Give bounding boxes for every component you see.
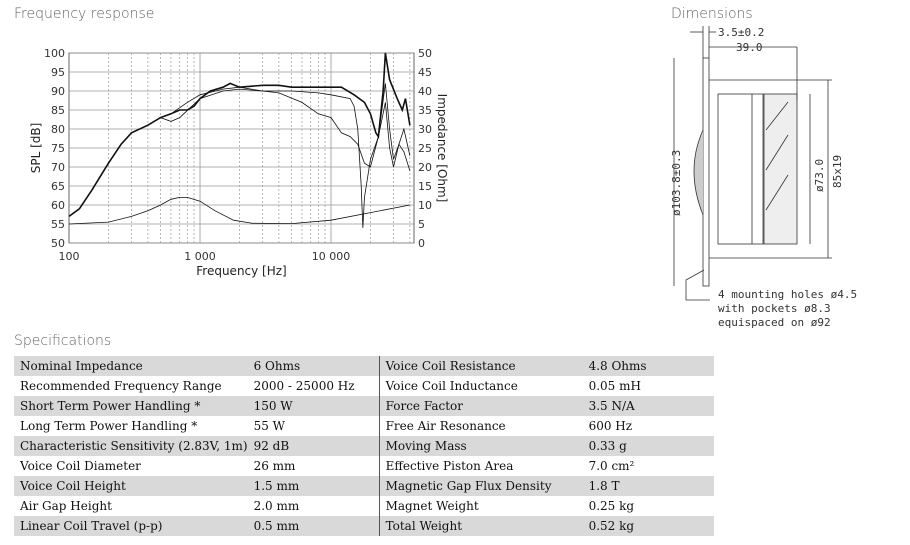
spec-label: Force Factor	[379, 396, 583, 416]
spec-label: Magnetic Gap Flux Density	[379, 476, 583, 496]
series-line-3	[68, 196, 410, 225]
y-tick-label: 85	[51, 104, 65, 117]
spec-row: Air Gap Height 2.0 mm Magnet Weight 0.25 kg	[14, 496, 714, 516]
y2-tick-label: 45	[418, 66, 432, 79]
x-axis-label: Frequency [Hz]	[196, 264, 287, 278]
mounting-note-1: 4 mounting holes ø4.5	[718, 288, 857, 301]
spec-value: 1.5 mm	[247, 476, 380, 496]
spec-label: Linear Coil Travel (p-p)	[14, 516, 248, 536]
spec-row: Recommended Frequency Range 2000 - 25000 …	[14, 376, 714, 396]
mounting-note-3: equispaced on ø92	[718, 316, 831, 329]
x-tick-label: 1 000	[184, 250, 216, 263]
spec-label: Short Term Power Handling *	[14, 396, 248, 416]
spec-value: 0.05 mH	[588, 379, 641, 393]
spec-row: Short Term Power Handling * 150 W Force Fa…	[14, 396, 714, 416]
spec-value: 92 dB	[247, 436, 380, 456]
y-tick-label: 55	[51, 218, 65, 231]
x-tick-label: 10 000	[312, 250, 351, 263]
y2-axis-label: Impedance [Ohm]	[435, 94, 449, 203]
specifications-table: Nominal Impedance 6 Ohms Voice Coil Resist…	[14, 356, 714, 536]
spec-value: 3.5 N/A	[582, 396, 714, 416]
y-tick-label: 70	[51, 161, 65, 174]
spec-row: Voice Coil Diameter 26 mm Effective Piston…	[14, 456, 714, 476]
spec-label: Free Air Resonance	[385, 419, 506, 433]
spec-value: 2000 - 25000 Hz	[247, 376, 380, 396]
flange-thickness-label: 3.5±0.2	[718, 26, 764, 39]
y-tick-label: 90	[51, 85, 65, 98]
spec-value: 0.5 mm	[247, 516, 380, 536]
spec-value: 6 Ohms	[247, 356, 380, 376]
y2-tick-label: 0	[418, 237, 425, 250]
spec-label: Long Term Power Handling *	[20, 419, 198, 433]
spec-value: 1.8 T	[582, 476, 714, 496]
series-line-2	[160, 88, 411, 171]
cutout-label: 85x19	[831, 155, 844, 188]
spec-label: Total Weight	[379, 516, 583, 536]
outer-diameter-label: ø103.8±0.3	[670, 150, 683, 216]
spec-label: Effective Piston Area	[385, 459, 514, 473]
specifications-heading: Specifications	[14, 333, 112, 349]
spec-value: 26 mm	[247, 456, 380, 476]
spec-label: Voice Coil Resistance	[379, 356, 583, 376]
spec-value: 0.33 g	[582, 436, 714, 456]
spec-row: Voice Coil Height 1.5 mm Magnetic Gap Flux…	[14, 476, 714, 496]
y-tick-label: 65	[51, 180, 65, 193]
y2-tick-label: 50	[418, 47, 432, 60]
y-tick-label: 95	[51, 66, 65, 79]
spec-value: 7.0 cm²	[588, 459, 635, 473]
spec-label: Characteristic Sensitivity (2.83V, 1m)	[14, 436, 248, 456]
spec-label: Recommended Frequency Range	[20, 379, 222, 393]
y-tick-label: 60	[51, 199, 65, 212]
y-tick-label: 75	[51, 142, 65, 155]
y2-tick-label: 15	[418, 180, 432, 193]
magnet-diameter-label: ø73.0	[813, 159, 826, 192]
y2-tick-label: 25	[418, 142, 432, 155]
y2-tick-label: 10	[418, 199, 432, 212]
y2-tick-label: 5	[418, 218, 425, 231]
spec-value: 600 Hz	[588, 419, 633, 433]
y-tick-label: 50	[51, 237, 65, 250]
spec-label: Voice Coil Inductance	[385, 379, 518, 393]
spec-value: 2.0 mm	[247, 496, 380, 516]
series-line-0	[68, 52, 411, 218]
spec-label: Voice Coil Height	[14, 476, 248, 496]
y-tick-label: 100	[44, 47, 65, 60]
spec-value: 150 W	[247, 396, 380, 416]
spec-value: 4.8 Ohms	[582, 356, 714, 376]
frequency-response-chart: 50 55 60 65 70 75 80 85 90 95 100 0 5 10 15 20 25 30 35 40 4…	[29, 47, 449, 278]
series-line-1	[160, 83, 411, 228]
spec-value: 0.52 kg	[582, 516, 714, 536]
y-axis-label: SPL [dB]	[29, 123, 43, 174]
dimensions-heading: Dimensions	[671, 6, 753, 22]
x-tick-label: 100	[59, 250, 80, 263]
y-tick-label: 80	[51, 123, 65, 136]
spec-row: Long Term Power Handling * 55 W Free Air R…	[14, 416, 714, 436]
spec-row: Characteristic Sensitivity (2.83V, 1m) 92…	[14, 436, 714, 456]
spec-value: 0.25 kg	[588, 499, 635, 513]
spec-label: Magnet Weight	[385, 499, 479, 513]
spec-row: Nominal Impedance 6 Ohms Voice Coil Resist…	[14, 356, 714, 376]
depth-label: 39.0	[736, 41, 763, 54]
spec-label: Nominal Impedance	[14, 356, 248, 376]
spec-row: Linear Coil Travel (p-p) 0.5 mm Total Weig…	[14, 516, 714, 536]
y2-tick-label: 35	[418, 104, 432, 117]
spec-value: 55 W	[247, 416, 380, 436]
dimensions-drawing: 3.5±0.2 39.0 ø103.8±0.3 ø73.0 85x19 4 mo…	[670, 26, 857, 329]
mounting-note-2: with pockets ø8.3	[718, 302, 831, 315]
spec-label: Air Gap Height	[20, 499, 112, 513]
y2-tick-label: 30	[418, 123, 432, 136]
frequency-response-heading: Frequency response	[14, 6, 155, 22]
spec-label: Voice Coil Diameter	[20, 459, 141, 473]
y2-tick-label: 20	[418, 161, 432, 174]
spec-label: Moving Mass	[379, 436, 583, 456]
y2-tick-label: 40	[418, 85, 432, 98]
